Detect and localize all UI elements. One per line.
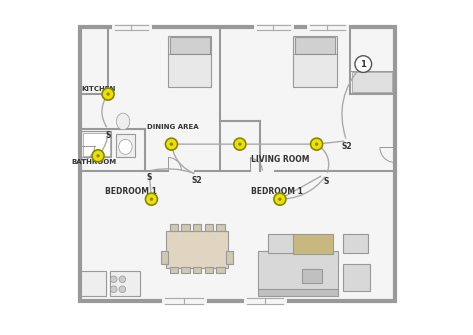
Bar: [170, 224, 178, 231]
Circle shape: [355, 56, 372, 72]
Bar: [182, 224, 190, 231]
Bar: [293, 234, 333, 254]
Bar: [116, 134, 135, 157]
Bar: [110, 271, 140, 296]
Bar: [81, 131, 112, 157]
Circle shape: [119, 286, 126, 292]
Bar: [258, 289, 338, 296]
Circle shape: [150, 198, 153, 201]
Circle shape: [234, 138, 246, 150]
Bar: [161, 251, 168, 264]
Circle shape: [170, 142, 173, 146]
Circle shape: [92, 150, 104, 162]
Circle shape: [106, 92, 110, 96]
Bar: [83, 133, 110, 156]
Text: S2: S2: [191, 176, 202, 185]
Bar: [217, 224, 225, 231]
Bar: [170, 267, 178, 273]
Bar: [295, 38, 335, 54]
Text: S: S: [147, 173, 152, 182]
Circle shape: [166, 138, 177, 150]
Bar: [193, 267, 201, 273]
Bar: [166, 231, 228, 268]
Bar: [268, 234, 295, 253]
Bar: [80, 27, 395, 301]
Text: BEDROOM 1: BEDROOM 1: [105, 187, 158, 196]
Text: DINING AREA: DINING AREA: [147, 125, 199, 130]
Circle shape: [110, 286, 117, 292]
Text: KITCHEN: KITCHEN: [82, 86, 116, 92]
Circle shape: [315, 142, 318, 146]
Bar: [227, 251, 233, 264]
Text: S: S: [105, 131, 111, 140]
Bar: [258, 251, 338, 291]
Bar: [343, 234, 368, 253]
Bar: [168, 36, 211, 87]
Circle shape: [274, 193, 286, 205]
Text: S2: S2: [342, 142, 352, 151]
Circle shape: [145, 193, 158, 205]
Circle shape: [110, 276, 117, 283]
Circle shape: [238, 142, 242, 146]
Circle shape: [102, 88, 114, 100]
Text: BEDROOM 1: BEDROOM 1: [251, 187, 302, 196]
Circle shape: [96, 154, 100, 157]
Ellipse shape: [116, 113, 130, 130]
Bar: [205, 224, 213, 231]
Bar: [81, 271, 106, 296]
Text: BATHROOM: BATHROOM: [71, 159, 116, 165]
Bar: [217, 267, 225, 273]
Bar: [193, 224, 201, 231]
Bar: [343, 264, 370, 291]
Text: 1: 1: [360, 60, 366, 69]
Circle shape: [119, 276, 126, 283]
Circle shape: [278, 198, 281, 201]
Circle shape: [311, 138, 323, 150]
Bar: [302, 269, 322, 283]
Ellipse shape: [119, 139, 132, 154]
Bar: [351, 72, 392, 92]
Bar: [293, 36, 337, 87]
Text: S: S: [324, 177, 329, 186]
Text: LIVING ROOM: LIVING ROOM: [251, 155, 309, 164]
Bar: [205, 267, 213, 273]
Bar: [182, 267, 190, 273]
Bar: [170, 38, 210, 54]
